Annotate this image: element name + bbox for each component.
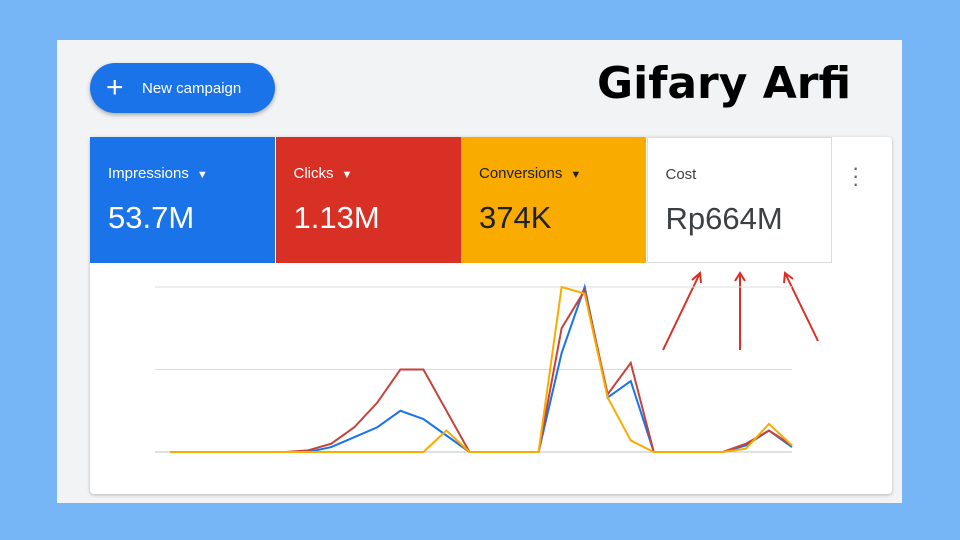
metric-label: Cost xyxy=(665,166,697,183)
new-campaign-button[interactable]: + New campaign xyxy=(90,63,275,113)
metric-value: 1.13M xyxy=(293,200,380,235)
dropdown-icon: ▼ xyxy=(570,169,582,181)
watermark-title: Gifary Arfi xyxy=(597,58,852,109)
metric-label-row: Conversions ▼ xyxy=(479,165,646,182)
more-menu[interactable]: · · · xyxy=(852,155,860,196)
metric-value: Rp664M xyxy=(665,201,783,236)
series-line xyxy=(170,285,793,453)
plus-icon: + xyxy=(106,71,124,104)
metric-card[interactable]: Impressions ▼ 53.7M xyxy=(90,137,275,263)
metric-label: Impressions xyxy=(108,165,189,182)
arrows xyxy=(662,270,819,351)
metric-label-row: Cost xyxy=(666,166,831,183)
metric-card[interactable]: Cost Rp664M xyxy=(646,137,832,263)
metric-label-row: Impressions ▼ xyxy=(108,165,275,182)
metric-label: Clicks xyxy=(293,165,334,182)
metric-card[interactable]: Conversions ▼ 374K xyxy=(461,137,646,263)
dropdown-icon: ▼ xyxy=(196,169,208,181)
metric-value: 53.7M xyxy=(108,200,195,235)
series-line xyxy=(170,287,793,453)
dropdown-icon: ▼ xyxy=(341,169,353,181)
metric-card[interactable]: Clicks ▼ 1.13M xyxy=(275,137,461,263)
button-label: New campaign xyxy=(142,79,242,97)
metric-label-row: Clicks ▼ xyxy=(294,165,461,182)
metric-value: 374K xyxy=(479,200,552,235)
metric-label: Conversions xyxy=(479,165,563,182)
